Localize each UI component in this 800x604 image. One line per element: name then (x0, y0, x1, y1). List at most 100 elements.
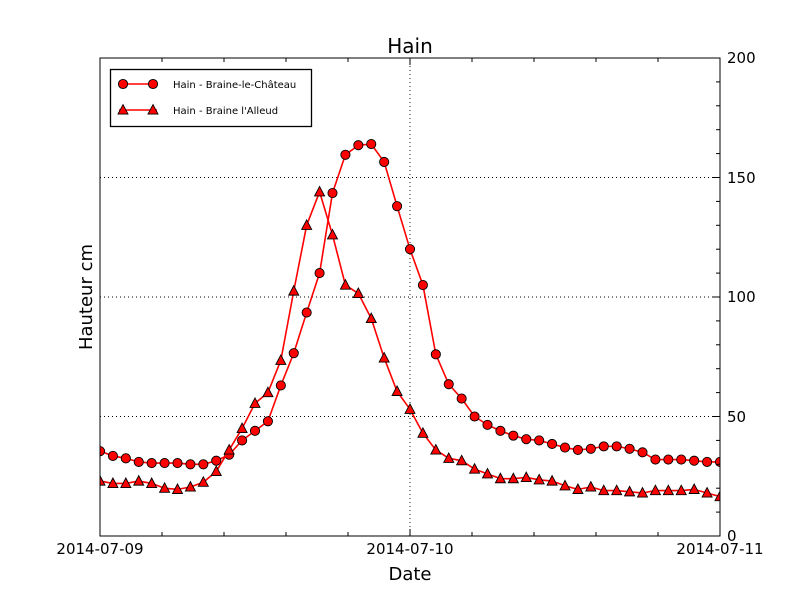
data-point-marker-circle (585, 443, 596, 454)
data-point-marker-circle (146, 458, 157, 469)
series-0 (100, 138, 720, 470)
x-tick-label-0: 2014-07-09 (56, 540, 143, 558)
data-point-marker-triangle (326, 228, 339, 240)
data-point-marker-triangle (494, 472, 507, 484)
data-point-marker-circle (611, 441, 622, 452)
data-point-marker-triangle (184, 480, 197, 492)
data-point-marker-circle (663, 454, 674, 465)
series-layer (100, 138, 720, 502)
data-point-marker-triangle (171, 483, 184, 494)
legend-item-0-label: Hain - Braine-le-Château (173, 79, 296, 91)
data-point-marker-triangle (133, 474, 145, 486)
y-tick-label-150: 150 (727, 169, 756, 187)
data-point-marker-triangle (546, 474, 558, 486)
data-point-marker-triangle (275, 353, 287, 365)
data-point-marker-circle (559, 442, 571, 453)
data-point-marker-triangle (300, 218, 313, 230)
data-point-marker-triangle (533, 473, 545, 485)
data-point-marker-circle (443, 379, 454, 390)
data-point-marker-triangle (158, 481, 171, 493)
data-point-marker-triangle (585, 480, 597, 492)
data-point-marker-circle (598, 441, 609, 452)
data-point-marker-triangle (107, 477, 119, 488)
data-point-marker-circle (133, 456, 144, 467)
data-point-marker-triangle (481, 467, 494, 479)
x-tick-label-2: 2014-07-11 (676, 540, 763, 558)
x-tick-label-1: 2014-07-10 (366, 540, 453, 558)
data-point-marker-triangle (455, 454, 468, 466)
plot-border (99, 57, 721, 537)
data-point-marker-circle (262, 416, 273, 427)
data-point-marker-circle (495, 425, 506, 436)
data-point-marker-triangle (249, 396, 261, 408)
data-point-marker-triangle (417, 426, 429, 438)
chart-title: Hain (387, 34, 433, 58)
y-tick-label-100: 100 (727, 288, 756, 306)
data-point-marker-triangle (714, 490, 720, 502)
y-tick-label-50: 50 (727, 408, 746, 426)
data-point-marker-triangle (404, 402, 416, 414)
legend-item-1-marker-b (147, 103, 159, 115)
data-point-marker-triangle (100, 474, 106, 486)
legend-item-0-marker-b (147, 78, 159, 90)
data-point-marker-triangle (313, 185, 326, 197)
data-point-marker-circle (366, 138, 377, 150)
data-point-marker-triangle (636, 486, 649, 498)
data-point-marker-triangle (365, 312, 377, 324)
legend-border (109, 68, 313, 128)
data-point-marker-circle (456, 393, 467, 404)
data-point-marker-triangle (197, 475, 210, 487)
data-point-marker-circle (198, 459, 209, 470)
data-point-marker-circle (547, 438, 558, 450)
data-point-marker-triangle (623, 485, 636, 497)
data-point-marker-circle (676, 454, 687, 465)
data-point-marker-triangle (468, 462, 481, 474)
data-point-marker-triangle (598, 484, 610, 496)
data-point-marker-triangle (236, 422, 248, 433)
grid-layer (100, 58, 720, 536)
data-point-marker-triangle (572, 483, 584, 494)
data-point-marker-triangle (520, 471, 532, 482)
data-point-marker-circle (392, 201, 403, 212)
data-point-marker-circle (301, 307, 312, 318)
legend-item-0-marker-a (117, 78, 129, 90)
data-point-marker-circle (340, 149, 351, 160)
data-point-marker-circle (353, 140, 364, 151)
data-point-marker-triangle (223, 443, 235, 455)
data-point-marker-triangle (701, 486, 713, 498)
series-1 (100, 185, 720, 502)
data-point-marker-circle (624, 443, 635, 454)
y-axis-label: Hauteur cm (76, 244, 97, 350)
data-point-marker-circle (482, 419, 493, 430)
data-point-marker-circle (288, 348, 299, 359)
data-point-marker-triangle (649, 484, 662, 496)
data-point-marker-circle (508, 430, 519, 441)
data-point-marker-circle (379, 156, 390, 168)
data-point-marker-circle (702, 456, 713, 467)
data-point-marker-circle (327, 187, 338, 199)
data-point-marker-circle (637, 447, 648, 458)
data-point-marker-circle (275, 380, 286, 391)
data-point-marker-circle (404, 244, 416, 255)
data-point-marker-circle (650, 454, 661, 465)
y-tick-label-200: 200 (727, 49, 756, 67)
data-point-marker-circle (107, 450, 118, 461)
legend-item-1-marker-a (117, 103, 129, 115)
data-point-marker-circle (172, 458, 183, 469)
data-point-marker-triangle (391, 385, 403, 396)
data-point-marker-circle (211, 455, 222, 466)
data-point-marker-triangle (662, 484, 675, 496)
data-point-marker-circle (314, 268, 325, 279)
data-point-marker-triangle (443, 451, 455, 463)
data-point-marker-triangle (610, 484, 623, 496)
data-point-marker-circle (521, 434, 532, 445)
data-point-marker-triangle (288, 284, 300, 296)
data-point-marker-triangle (262, 386, 274, 398)
data-point-marker-circle (237, 435, 248, 446)
legend-item-1-label: Hain - Braine l'Alleud (173, 106, 278, 117)
x-axis-label: Date (388, 564, 431, 585)
data-point-marker-triangle (210, 465, 222, 477)
data-point-marker-triangle (675, 484, 687, 496)
data-point-marker-triangle (339, 278, 352, 290)
